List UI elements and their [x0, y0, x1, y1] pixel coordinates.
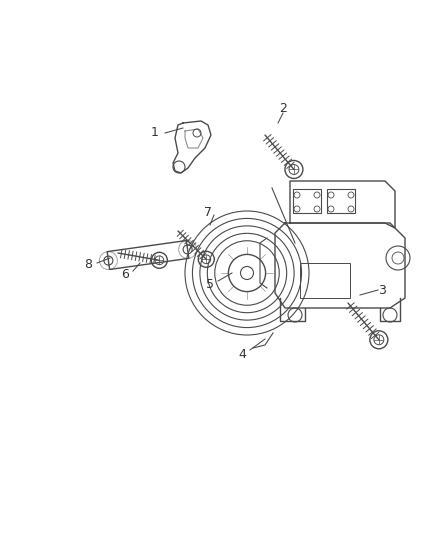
Text: 2: 2: [279, 101, 287, 115]
Text: 4: 4: [238, 349, 246, 361]
Text: 3: 3: [378, 284, 386, 296]
Text: 6: 6: [121, 269, 129, 281]
Text: 8: 8: [84, 259, 92, 271]
Text: 5: 5: [206, 279, 214, 292]
Text: 1: 1: [151, 126, 159, 140]
Text: 7: 7: [204, 206, 212, 220]
